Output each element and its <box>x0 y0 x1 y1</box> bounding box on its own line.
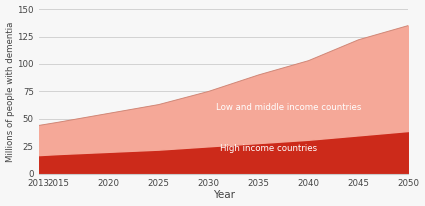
Text: High income countries: High income countries <box>220 144 317 153</box>
Text: Low and middle income countries: Low and middle income countries <box>216 103 361 112</box>
X-axis label: Year: Year <box>212 190 235 200</box>
Y-axis label: Millions of people with dementia: Millions of people with dementia <box>6 21 14 162</box>
